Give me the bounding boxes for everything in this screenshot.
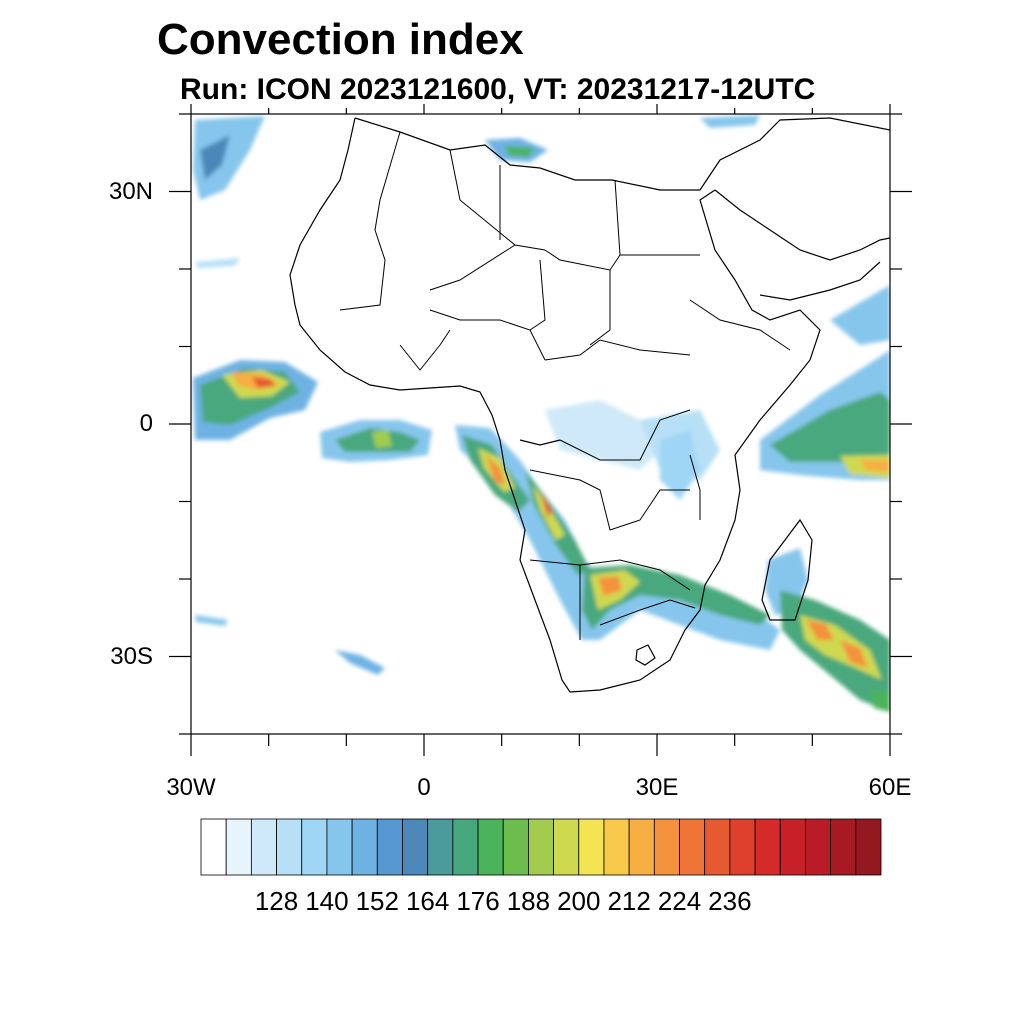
colorbar-swatch xyxy=(653,818,680,876)
colorbar-swatch xyxy=(679,818,706,876)
colorbar-swatch xyxy=(754,818,781,876)
colorbar-swatch xyxy=(729,818,756,876)
colorbar-swatch xyxy=(603,818,630,876)
colorbar-label: 200 xyxy=(557,886,601,916)
colorbar-swatch xyxy=(477,818,504,876)
colorbar-swatch xyxy=(779,818,806,876)
colorbar-swatch xyxy=(553,818,580,876)
colorbar-swatch xyxy=(200,818,227,876)
lon-label: 0 xyxy=(417,774,431,801)
colorbar-swatch xyxy=(351,818,378,876)
country-borders xyxy=(339,131,791,640)
colorbar-swatch xyxy=(452,818,479,876)
colorbar-swatch xyxy=(578,818,605,876)
colorbar-swatch xyxy=(628,818,655,876)
colorbar-label: 188 xyxy=(506,886,551,916)
colorbar-swatch xyxy=(528,818,554,876)
colorbar-swatch xyxy=(250,818,277,876)
map-subtitle: Run: ICON 2023121600, VT: 20231217-12UTC xyxy=(180,73,816,106)
map-title: Convection index xyxy=(157,15,524,64)
lon-label: 60E xyxy=(868,774,912,801)
convection-field xyxy=(193,115,890,712)
colorbar-label: 176 xyxy=(456,886,500,916)
lat-label: 30S xyxy=(110,642,153,670)
lat-label: 30N xyxy=(108,177,153,205)
colorbar-swatch xyxy=(502,818,529,876)
lon-label: 30E xyxy=(635,774,679,801)
colorbar-swatch xyxy=(276,818,303,876)
colorbar-swatch xyxy=(855,818,882,876)
colorbar-swatch xyxy=(830,818,857,876)
colorbar-swatch xyxy=(301,818,328,876)
colorbar-swatch xyxy=(326,818,353,876)
lat-label: 0 xyxy=(139,410,153,437)
colorbar-label: 164 xyxy=(405,886,450,916)
colorbar xyxy=(200,818,882,876)
colorbar-swatch xyxy=(805,818,832,876)
colorbar-swatch xyxy=(376,818,403,876)
colorbar-swatch xyxy=(402,818,429,876)
lon-label: 30W xyxy=(166,774,216,801)
colorbar-label: 140 xyxy=(305,886,349,916)
colorbar-label: 152 xyxy=(355,886,399,916)
colorbar-label: 128 xyxy=(254,886,299,916)
colorbar-swatch xyxy=(427,818,454,876)
colorbar-label: 212 xyxy=(607,886,651,916)
convection-area-nw-atlantic xyxy=(193,116,265,200)
colorbar-swatch xyxy=(704,818,731,876)
coastline xyxy=(289,117,890,693)
colorbar-label: 224 xyxy=(657,886,702,916)
colorbar-label: 236 xyxy=(708,886,752,916)
colorbar-swatch xyxy=(225,818,252,876)
axis-ticks xyxy=(169,104,912,756)
